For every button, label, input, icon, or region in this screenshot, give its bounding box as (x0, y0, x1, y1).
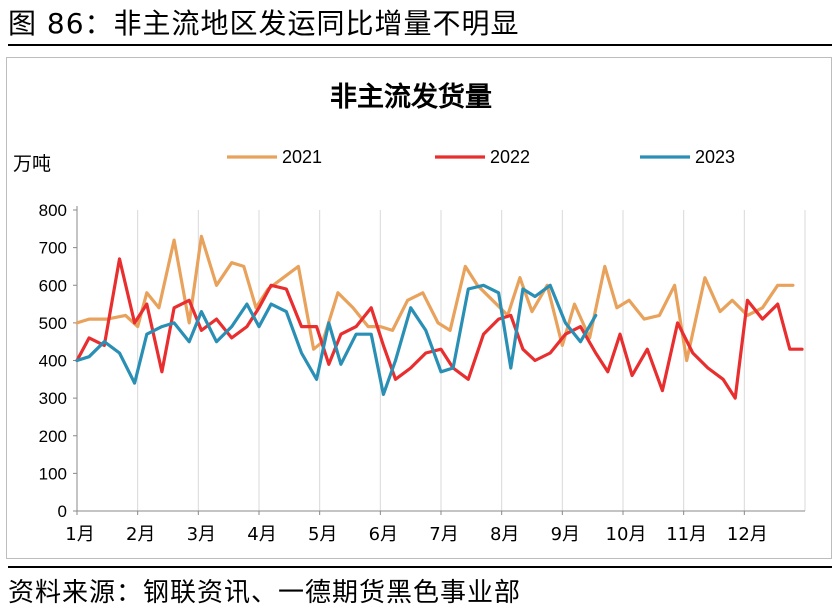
x-tick-label: 6月 (369, 524, 398, 545)
x-tick-label: 2月 (126, 524, 155, 545)
y-tick-label: 700 (39, 239, 67, 258)
series-lines (75, 234, 804, 400)
legend: 2021 2022 2023 (227, 147, 735, 167)
line-chart: 非主流发货量 万吨 0 100 200 300 400 500 600 700 800 1月 2月 3… (13, 81, 806, 545)
x-tick-label: 11月 (666, 524, 707, 545)
grid-lines (137, 210, 806, 511)
y-tick-label: 800 (39, 201, 67, 220)
series-line-2023 (75, 283, 598, 396)
x-tick-label: 1月 (65, 524, 94, 545)
x-tick-label: 12月 (727, 524, 768, 545)
source-rule (8, 566, 832, 568)
y-tick-label: 300 (39, 389, 67, 408)
tick-labels: 0 100 200 300 400 500 600 700 800 1月 2月 3月 4月 5月 6月 7月 8… (39, 201, 768, 545)
axes (73, 206, 805, 515)
y-tick-label: 100 (39, 464, 67, 483)
legend-label-2022: 2022 (490, 147, 530, 167)
figure-title: 图 86：非主流地区发运同比增量不明显 (8, 7, 520, 40)
y-tick-label: 400 (39, 352, 67, 371)
x-tick-label: 3月 (187, 524, 216, 545)
title-rule (8, 44, 832, 46)
y-tick-label: 0 (58, 502, 67, 521)
y-tick-label: 600 (39, 276, 67, 295)
chart-frame: 非主流发货量 万吨 0 100 200 300 400 500 600 700 800 1月 2月 3… (6, 57, 832, 559)
x-tick-label: 8月 (490, 524, 519, 545)
x-tick-label: 10月 (606, 524, 647, 545)
series-line-2021 (75, 234, 795, 363)
y-tick-label: 200 (39, 427, 67, 446)
legend-label-2023: 2023 (695, 147, 735, 167)
y-tick-label: 500 (39, 314, 67, 333)
x-tick-label: 5月 (308, 524, 337, 545)
chart-title: 非主流发货量 (330, 81, 492, 113)
x-tick-label: 7月 (429, 524, 458, 545)
x-tick-label: 4月 (247, 524, 276, 545)
x-tick-label: 9月 (551, 524, 580, 545)
y-axis-unit-label: 万吨 (13, 153, 51, 175)
legend-label-2021: 2021 (282, 147, 322, 167)
source-note: 资料来源：钢联资讯、一德期货黑色事业部 (8, 578, 522, 608)
